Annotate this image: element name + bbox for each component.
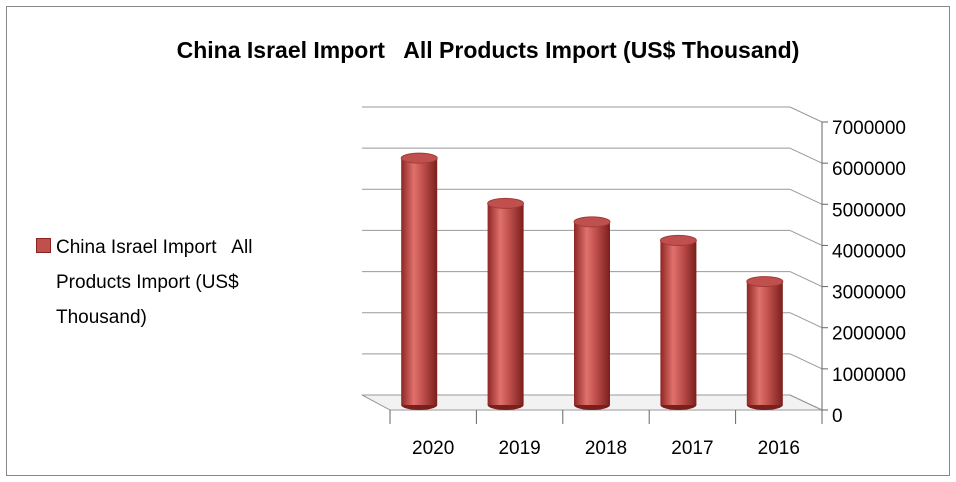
y-tick-label: 0 xyxy=(832,406,843,427)
grid-line-side xyxy=(789,147,823,164)
bar xyxy=(401,158,438,405)
bar-top xyxy=(400,152,438,164)
y-tick-label: 6000000 xyxy=(832,159,906,180)
grid-line-side xyxy=(789,229,823,246)
bar xyxy=(487,203,524,405)
y-tick-label: 3000000 xyxy=(832,283,906,304)
x-tick-label: 2020 xyxy=(412,438,454,459)
x-tick-label: 2019 xyxy=(498,438,540,459)
grid-line-side xyxy=(789,394,823,411)
x-tick-label: 2016 xyxy=(758,438,800,459)
grid-line-side xyxy=(789,353,823,370)
grid-line-side xyxy=(789,188,823,205)
bar-top xyxy=(659,234,697,246)
bar xyxy=(660,240,697,405)
y-tick-label: 7000000 xyxy=(832,118,906,139)
bar xyxy=(746,281,783,405)
grid-line-side xyxy=(789,312,823,329)
bar-top xyxy=(487,197,525,209)
chart-title: China Israel Import All Products Import … xyxy=(177,37,800,63)
legend-swatch xyxy=(36,238,51,253)
grid-line-side xyxy=(789,106,823,123)
chart-border xyxy=(6,6,950,476)
y-tick-label: 2000000 xyxy=(832,324,906,345)
bar xyxy=(574,221,610,405)
legend-label: China Israel Import All Products Import … xyxy=(56,237,258,328)
bar-top xyxy=(573,216,611,228)
y-tick-label: 4000000 xyxy=(832,241,906,262)
y-tick-label: 5000000 xyxy=(832,200,906,221)
bar-top xyxy=(746,276,784,288)
grid-line-side xyxy=(789,271,823,288)
y-tick-label: 1000000 xyxy=(832,365,906,386)
x-tick-label: 2017 xyxy=(671,438,713,459)
x-tick-label: 2018 xyxy=(585,438,627,459)
